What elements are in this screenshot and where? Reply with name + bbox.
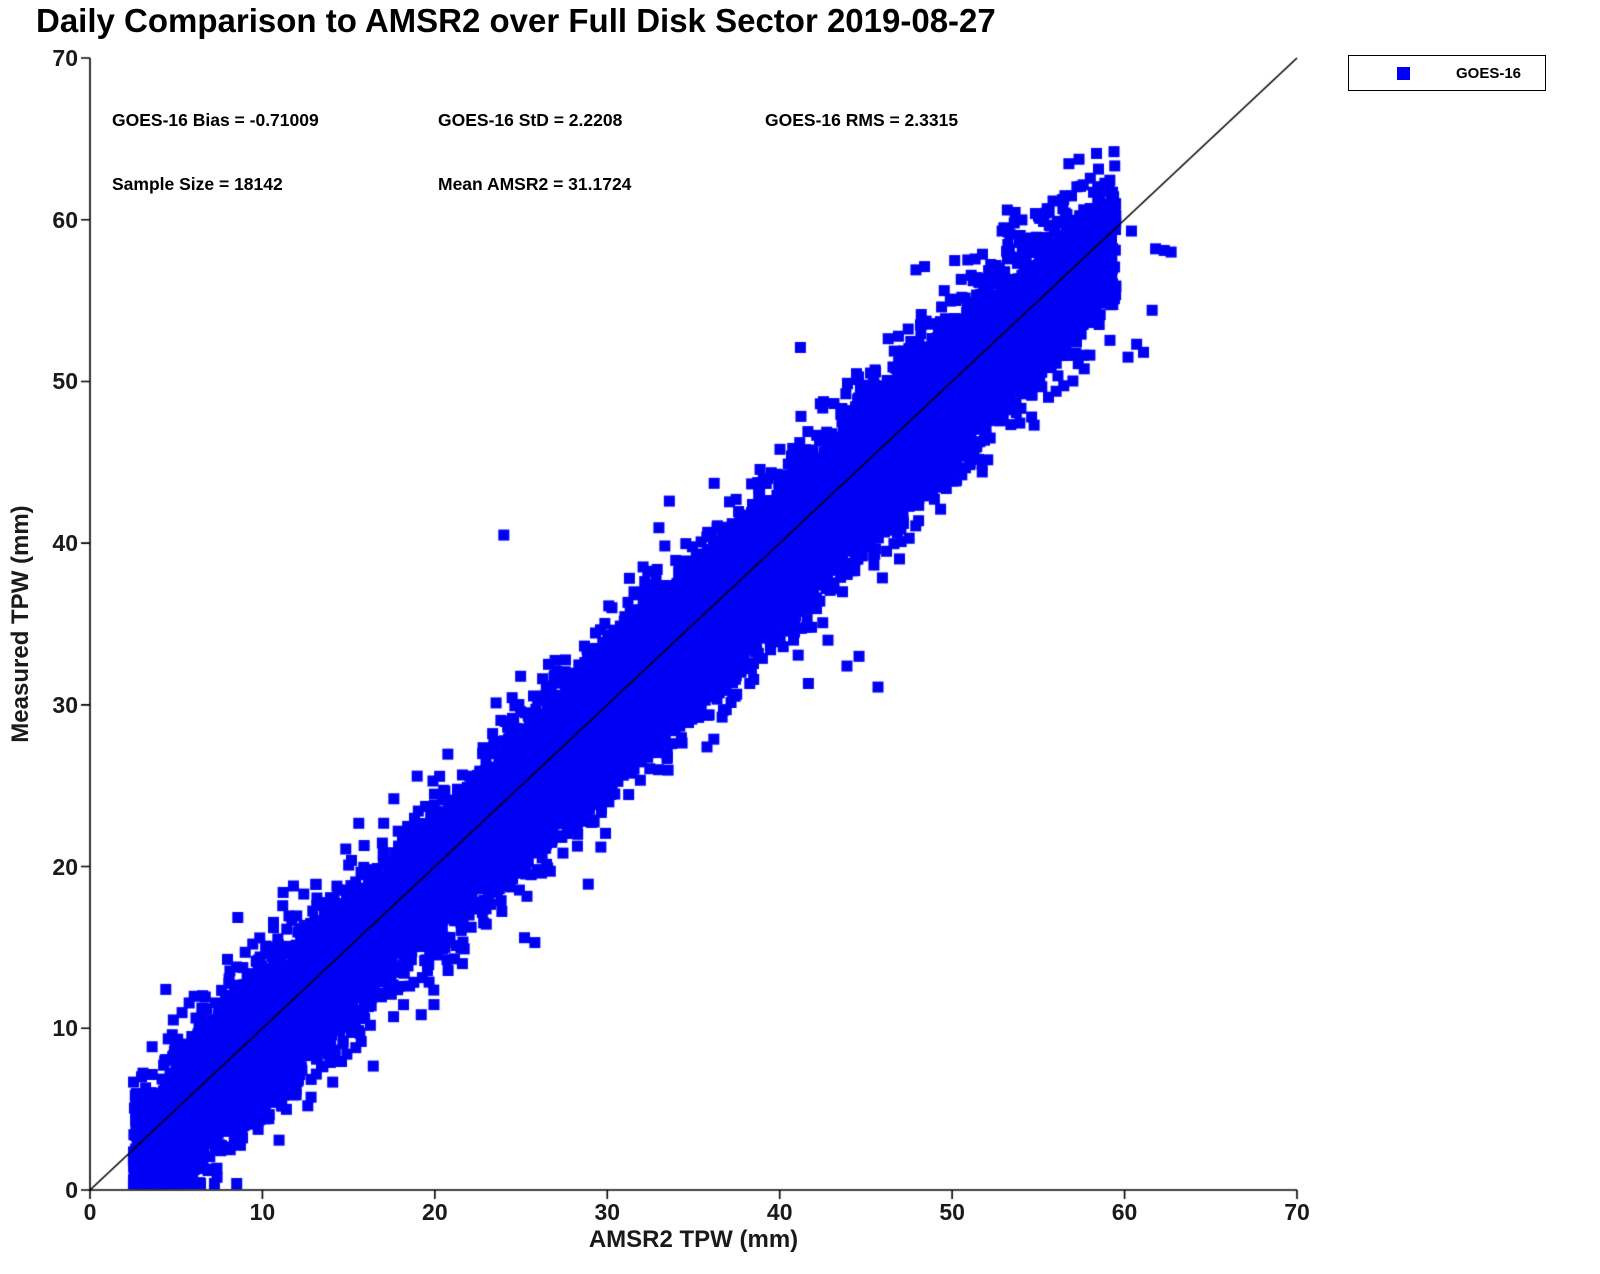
x-axis-label: AMSR2 TPW (mm)	[588, 1226, 799, 1253]
y-tick-label-0: 0	[65, 1177, 78, 1203]
stat-bias: GOES-16 Bias = -0.71009	[112, 110, 319, 130]
x-tick-label-70: 70	[1284, 1199, 1310, 1225]
x-tick-label-50: 50	[939, 1199, 965, 1225]
x-tick-label-60: 60	[1111, 1199, 1138, 1225]
stat-mean-amsr2: Mean AMSR2 = 31.1724	[438, 174, 632, 194]
chart-title: Daily Comparison to AMSR2 over Full Disk…	[36, 2, 996, 39]
x-tick-label-0: 0	[83, 1199, 97, 1225]
y-tick-label-30: 30	[52, 691, 78, 718]
stat-std: GOES-16 StD = 2.2208	[438, 110, 623, 130]
y-tick-label-70: 70	[52, 45, 78, 71]
y-tick-label-20: 20	[52, 853, 78, 880]
stat-sample-size: Sample Size = 18142	[112, 174, 283, 194]
x-tick-label-10: 10	[249, 1199, 276, 1225]
x-tick-label-30: 30	[594, 1199, 621, 1225]
legend-marker-square-icon	[1397, 66, 1410, 80]
x-tick-label-40: 40	[766, 1199, 793, 1225]
y-tick-label-60: 60	[52, 206, 78, 233]
y-tick-label-40: 40	[52, 530, 78, 557]
x-tick-label-20: 20	[422, 1199, 448, 1225]
legend-entry-goes16: GOES-16	[1456, 64, 1522, 82]
legend-box: GOES-16	[1348, 55, 1546, 91]
y-tick-label-10: 10	[52, 1015, 78, 1042]
stat-rms: GOES-16 RMS = 2.3315	[765, 110, 959, 130]
y-tick-label-50: 50	[52, 368, 78, 395]
